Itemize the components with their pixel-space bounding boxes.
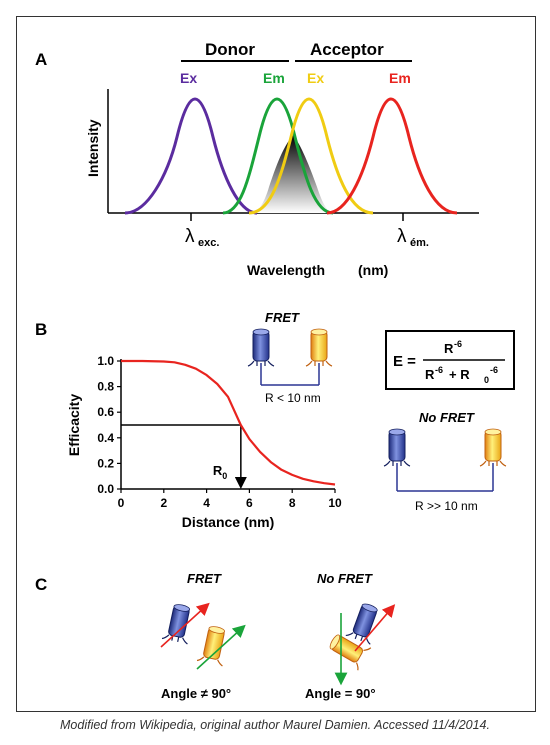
panel-c-label: C <box>35 575 47 594</box>
formula-den-sub: 0 <box>484 375 489 385</box>
fret-pair-close <box>247 328 333 386</box>
c-fret-donor <box>161 604 191 645</box>
spectrum-x-unit: (nm) <box>358 262 388 278</box>
donor-emission-curve <box>222 97 334 215</box>
lambda-em-symbol: λ <box>397 226 407 247</box>
x-tick-label: 4 <box>203 496 210 510</box>
c-nofret-acceptor <box>329 634 372 671</box>
formula-den-base-exp: -6 <box>435 365 443 375</box>
c-fret-angle-label: Angle ≠ 90° <box>161 686 231 701</box>
y-tick-label: 0.0 <box>97 482 114 496</box>
figure-caption: Modified from Wikipedia, original author… <box>60 718 490 732</box>
c-nofret-angle-label: Angle = 90° <box>305 686 376 701</box>
peak-label-acceptor-em: Em <box>389 70 411 86</box>
acceptor-top <box>310 328 328 336</box>
acceptor-excitation-curve <box>248 97 374 215</box>
formula-numerator-exp: -6 <box>454 339 462 349</box>
acceptor-emission-curve <box>326 97 458 215</box>
far-acceptor-legs <box>479 460 507 467</box>
y-tick-label: 0.8 <box>97 380 114 394</box>
donor-top <box>252 328 270 336</box>
peak-label-acceptor-ex: Ex <box>307 70 324 86</box>
fret-efficiency-formula: E = R -6 R -6 + R 0 -6 <box>385 330 515 390</box>
c-fret-acceptor-dipole <box>196 624 246 670</box>
panel-b-label: B <box>35 320 47 339</box>
spectrum-x-label: Wavelength <box>247 262 325 278</box>
spectral-overlap-area <box>249 135 333 213</box>
c-fret-title: FRET <box>187 571 222 586</box>
formula-den-exp: -6 <box>490 365 498 375</box>
x-tick-label: 10 <box>328 496 342 510</box>
spectrum-y-label: Intensity <box>85 119 101 177</box>
nofret-pair-far <box>383 428 507 492</box>
nofret-distance-label: R >> 10 nm <box>415 499 478 513</box>
lambda-em-subscript: ém. <box>410 237 429 249</box>
efficiency-chart: 0.0 0.2 0.4 0.6 0.8 1.0 0 2 4 6 8 10 Distance (nm) Ef… <box>66 354 342 530</box>
y-tick-label: 0.6 <box>97 405 114 419</box>
formula-numerator: R <box>444 341 454 356</box>
efficiency-x-label: Distance (nm) <box>182 514 275 530</box>
donor-label: Donor <box>205 40 255 59</box>
far-donor-fluorophore <box>388 430 406 462</box>
c-fret-pair <box>160 602 246 670</box>
c-fret-acceptor <box>196 626 226 667</box>
figure-canvas: A Donor Acceptor Ex Em Ex Em Intensity λ… <box>35 40 515 701</box>
peak-label-donor-em: Em <box>263 70 285 86</box>
donor-legs <box>247 360 275 367</box>
donor-excitation-curve <box>124 97 258 215</box>
c-nofret-donor <box>345 603 378 645</box>
nofret-title: No FRET <box>419 410 475 425</box>
lambda-exc-symbol: λ <box>185 226 195 247</box>
donor-fluorophore <box>252 330 270 362</box>
fret-title: FRET <box>265 310 300 325</box>
x-tick-label: 6 <box>246 496 253 510</box>
formula-den-base: R <box>425 367 435 382</box>
formula-lhs: E = <box>393 353 416 370</box>
y-tick-label: 0.4 <box>97 431 114 445</box>
formula-den-plus: + R <box>449 367 470 382</box>
far-acceptor-fluorophore <box>484 430 502 462</box>
far-donor-legs <box>383 460 411 467</box>
c-nofret-title: No FRET <box>317 571 373 586</box>
acceptor-fluorophore <box>310 330 328 362</box>
peak-label-donor-ex: Ex <box>180 70 197 86</box>
c-nofret-donor-dipole <box>354 604 396 652</box>
panel-a-label: A <box>35 50 47 69</box>
x-tick-label: 8 <box>289 496 296 510</box>
efficiency-y-label: Efficacity <box>66 394 82 456</box>
c-fret-donor-dipole <box>160 602 210 648</box>
r0-label: R0 <box>213 463 227 481</box>
y-tick-label: 0.2 <box>97 456 114 470</box>
acceptor-label: Acceptor <box>310 40 384 59</box>
fret-distance-label: R < 10 nm <box>265 391 321 405</box>
efficiency-curve <box>121 359 336 486</box>
c-nofret-pair <box>329 603 396 686</box>
y-tick-label: 1.0 <box>97 354 114 368</box>
x-tick-label: 0 <box>118 496 125 510</box>
acceptor-legs <box>305 360 333 367</box>
far-donor-top <box>388 428 406 436</box>
figure-frame: A Donor Acceptor Ex Em Ex Em Intensity λ… <box>16 16 536 712</box>
lambda-exc-subscript: exc. <box>198 237 219 249</box>
far-acceptor-top <box>484 428 502 436</box>
x-tick-label: 2 <box>160 496 167 510</box>
